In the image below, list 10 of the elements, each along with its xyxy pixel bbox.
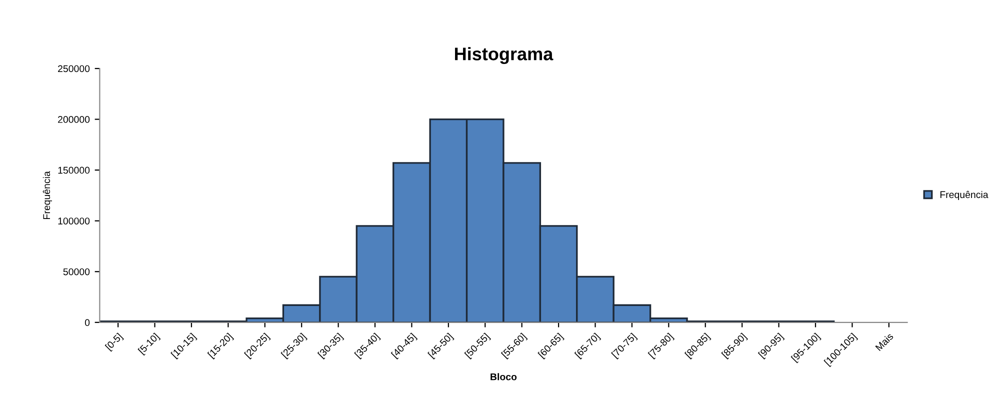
y-axis-title: Frequência [42, 171, 52, 219]
y-tick-label: 250000 [58, 65, 90, 72]
y-tick-label: 150000 [58, 166, 90, 174]
x-axis-title: Bloco [490, 373, 517, 380]
y-tick-label: 0 [84, 319, 90, 326]
chart-title: Histograma [455, 47, 554, 64]
legend-label: Frequência [940, 190, 988, 200]
y-tick-label: 50000 [63, 268, 90, 276]
y-tick-label: 100000 [58, 218, 90, 224]
y-tick-label: 200000 [58, 116, 90, 123]
